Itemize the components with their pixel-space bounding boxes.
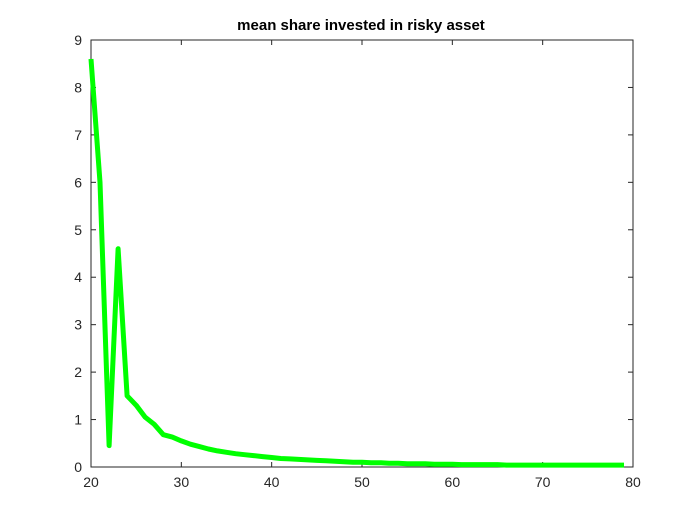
- y-tick-label: 2: [74, 364, 82, 380]
- x-tick-label: 40: [264, 474, 280, 490]
- x-tick-label: 70: [535, 474, 551, 490]
- chart-title: mean share invested in risky asset: [237, 17, 485, 34]
- y-tick-label: 3: [74, 317, 82, 333]
- y-tick-label: 0: [74, 459, 82, 475]
- axes-box: [90, 39, 634, 468]
- x-tick-label: 30: [174, 474, 190, 490]
- series-layer: [88, 58, 624, 468]
- series-line: [88, 58, 624, 468]
- x-tick-label: 50: [354, 474, 370, 490]
- x-tick-label: 60: [445, 474, 461, 490]
- y-tick-label: 7: [74, 127, 82, 143]
- y-tick-label: 9: [74, 32, 82, 48]
- y-tick-label: 8: [74, 79, 82, 95]
- y-tick-label: 6: [74, 174, 82, 190]
- y-tick-label: 5: [74, 222, 82, 238]
- y-tick-label: 4: [74, 269, 82, 285]
- axis-tick-labels: 20 30 40 50 60 70 80 0 1 2 3 4 5 6 7 8 9: [74, 32, 641, 490]
- y-tick-label: 1: [74, 412, 82, 428]
- x-tick-label: 80: [625, 474, 641, 490]
- x-tick-label: 20: [83, 474, 99, 490]
